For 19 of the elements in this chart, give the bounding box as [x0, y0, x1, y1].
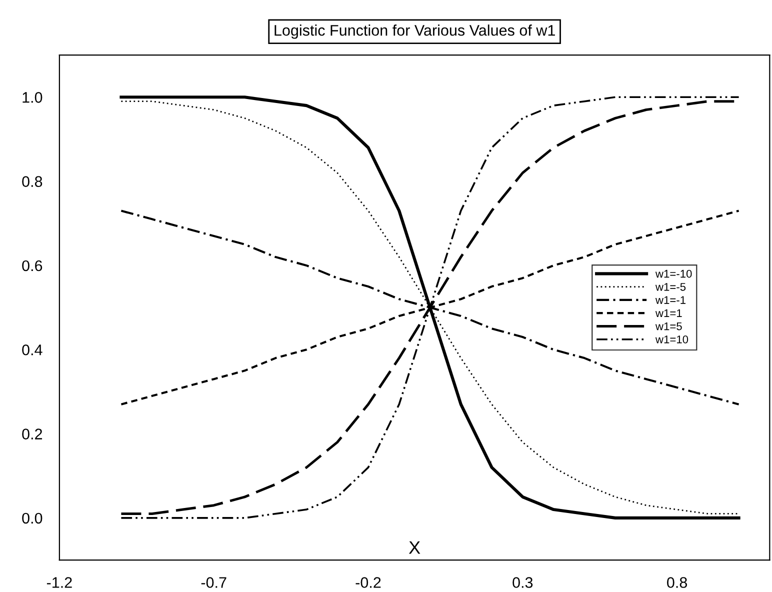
legend-label: w1=-5 — [655, 283, 686, 291]
legend-label: w1=5 — [655, 322, 682, 330]
y-tick-label: 0.6 — [22, 260, 42, 272]
x-tick-label: -0.2 — [356, 577, 381, 588]
y-tick-label: 0.2 — [22, 428, 42, 440]
y-tick-label: 0.0 — [22, 512, 42, 524]
x-tick-label: -0.7 — [201, 577, 226, 588]
legend-label: w1=10 — [655, 335, 688, 344]
x-axis-title: X — [408, 541, 420, 554]
x-tick-label: -1.2 — [46, 577, 72, 588]
y-tick-label: 0.8 — [22, 176, 42, 187]
y-tick-label: 1.0 — [22, 92, 42, 103]
chart-title: Logistic Function for Various Values of w1 — [274, 24, 555, 39]
x-tick-label: 0.8 — [667, 577, 687, 588]
x-tick-label: 0.3 — [512, 577, 533, 588]
y-tick-label: 0.4 — [22, 344, 42, 356]
legend-label: w1=-10 — [655, 270, 692, 278]
legend-label: w1=-1 — [655, 296, 686, 304]
legend-label: w1=1 — [655, 309, 682, 317]
